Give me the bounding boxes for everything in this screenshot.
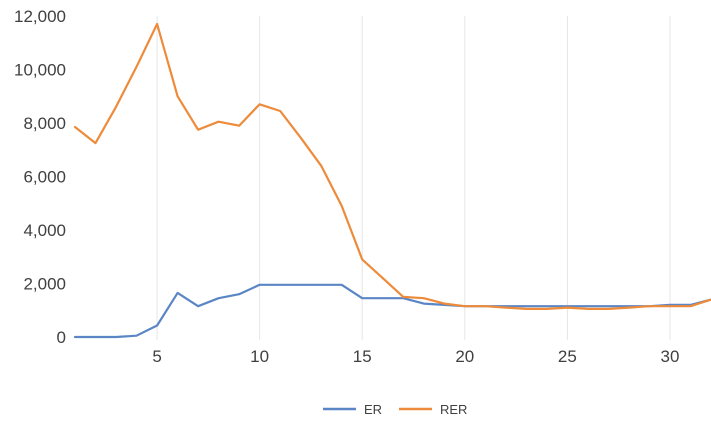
y-axis-ticks: 0 2,000 4,000 6,000 8,000 10,000 12,000 (14, 7, 66, 347)
y-tick-label: 4,000 (23, 221, 66, 240)
legend: ER RER (323, 402, 467, 417)
y-tick-label: 2,000 (23, 275, 66, 294)
y-tick-label: 8,000 (23, 114, 66, 133)
legend-item-rer: RER (399, 402, 467, 417)
y-tick-label: 12,000 (14, 7, 66, 26)
y-tick-label: 6,000 (23, 168, 66, 187)
x-tick-label: 5 (152, 347, 161, 366)
x-tick-label: 20 (455, 347, 474, 366)
y-tick-label: 10,000 (14, 61, 66, 80)
legend-label: ER (364, 402, 382, 417)
x-tick-label: 10 (250, 347, 269, 366)
x-tick-label: 30 (661, 347, 680, 366)
x-tick-label: 15 (353, 347, 372, 366)
gridlines (156, 16, 671, 340)
x-axis-ticks: 5 10 15 20 25 30 (152, 347, 679, 366)
x-tick-label: 25 (558, 347, 577, 366)
series-line-er (73, 283, 711, 339)
legend-label: RER (440, 402, 467, 417)
series-line-rer (73, 22, 711, 310)
y-tick-label: 0 (57, 328, 66, 347)
series-lines (73, 22, 711, 339)
legend-item-er: ER (323, 402, 382, 417)
